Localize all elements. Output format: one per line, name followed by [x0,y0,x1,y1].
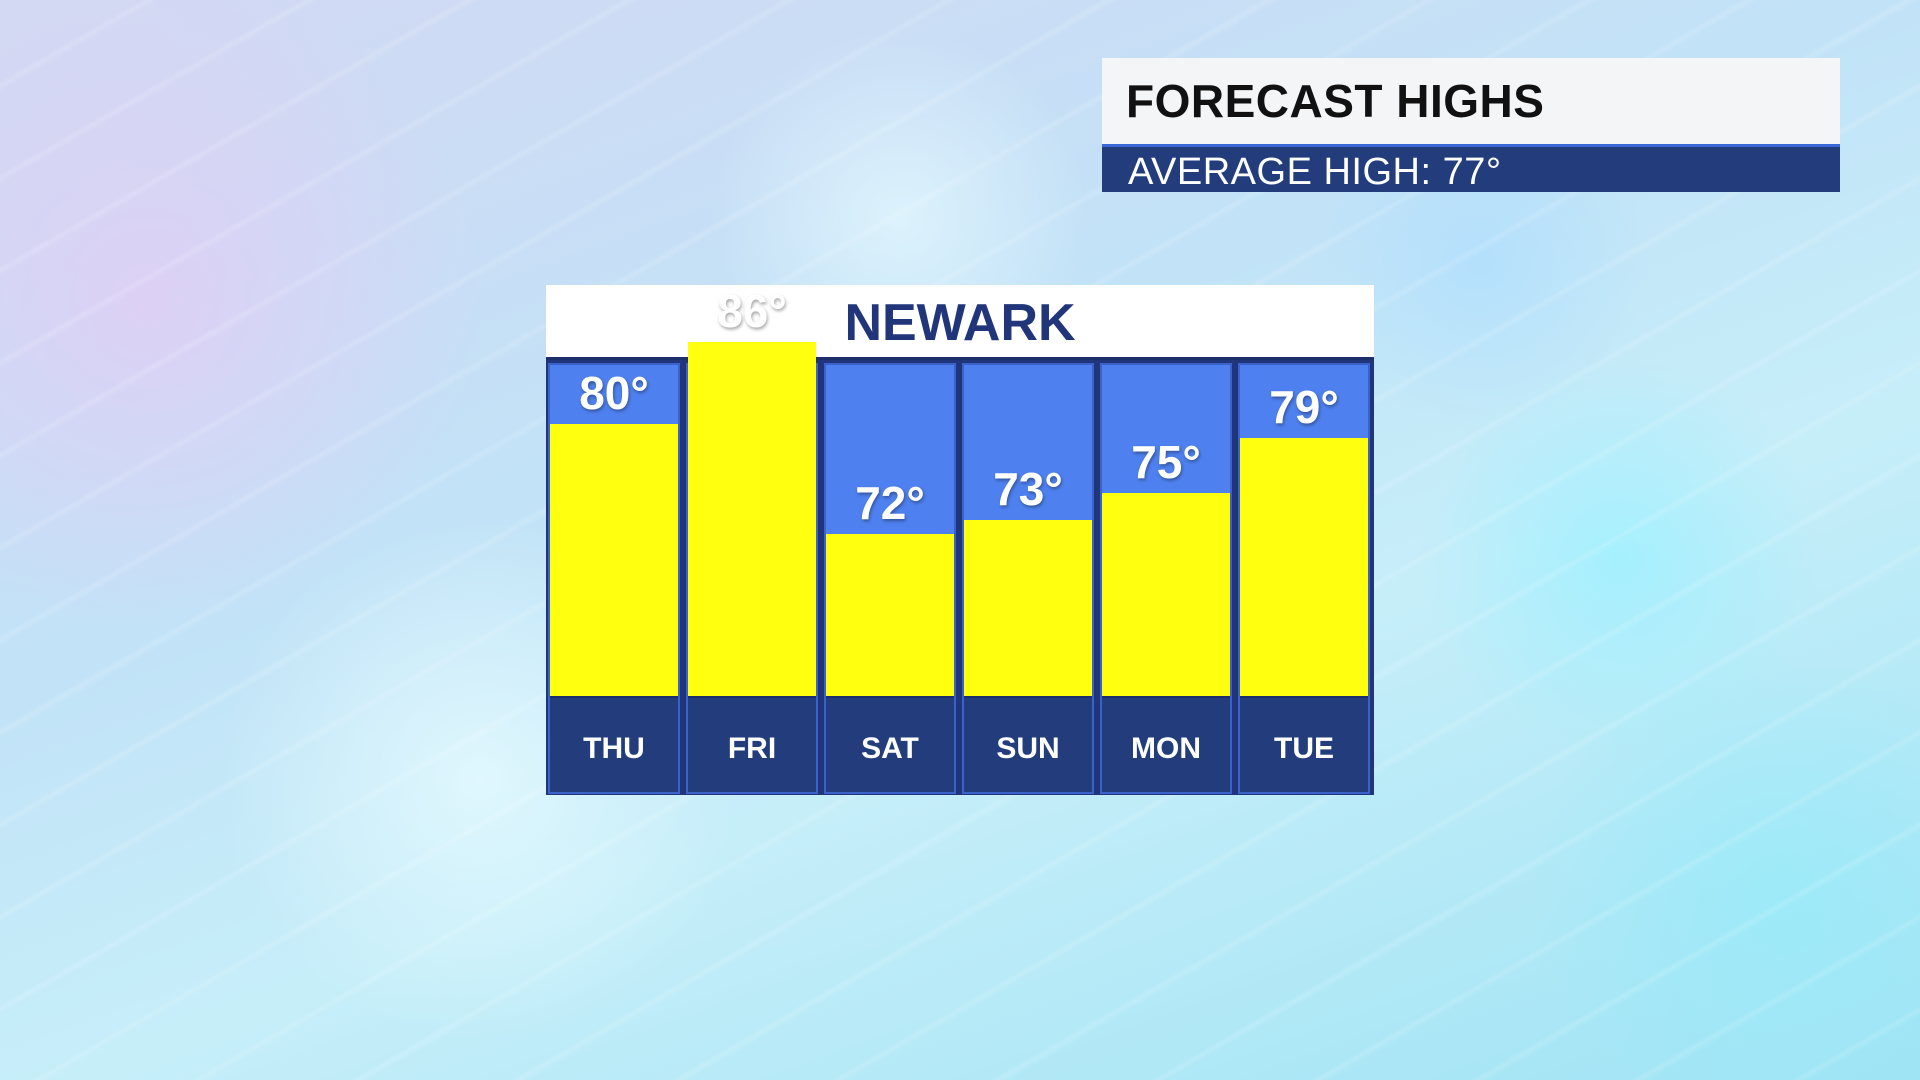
chart-body: 80° THU 86° FRI 72° SAT 73° SUN 75° MON 79° TUE [546,285,1374,795]
temperature-value-label: 86° [717,284,787,337]
day-label: THU [550,696,678,792]
average-high-label: AVERAGE HIGH: 77° [1102,144,1840,193]
forecast-header: FORECAST HIGHS AVERAGE HIGH: 77° [1102,58,1840,193]
temperature-bar [1240,437,1368,698]
temperature-bar [550,424,678,698]
temperature-bar [1102,492,1230,698]
temperature-value-label: 73° [993,462,1063,515]
temperature-value-label: 80° [579,367,649,419]
forecast-column: 86° FRI [686,285,818,794]
day-label: SUN [964,696,1092,792]
day-label: SAT [826,696,954,792]
forecast-column: 79° TUE [1238,363,1370,794]
temperature-value-label: 72° [855,476,925,529]
forecast-title: FORECAST HIGHS [1102,58,1840,144]
temperature-value-label: 79° [1269,380,1339,433]
day-label: TUE [1240,696,1368,792]
forecast-column: 80° THU [548,363,680,794]
temperature-chart-panel: NEWARK 80° THU 86° FRI 72° SAT 73° SUN 75° MON 79°… [546,285,1374,795]
chart-title: NEWARK [546,285,1374,357]
temperature-value-label: 75° [1131,435,1201,488]
temperature-bar [688,341,816,698]
day-label: MON [1102,696,1230,792]
forecast-column: 73° SUN [962,363,1094,794]
day-label: FRI [688,696,816,792]
forecast-column: 75° MON [1100,363,1232,794]
forecast-column: 72° SAT [824,363,956,794]
temperature-bar [826,533,954,698]
temperature-bar [964,519,1092,698]
